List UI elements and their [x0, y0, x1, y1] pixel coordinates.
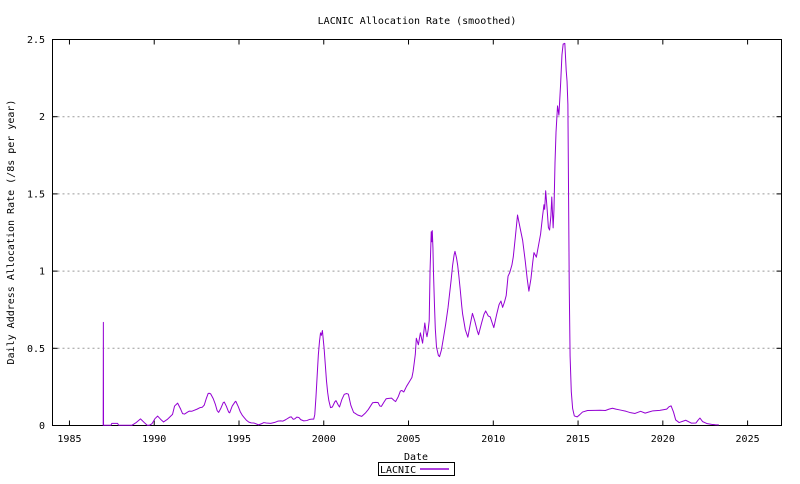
legend-box	[378, 462, 455, 476]
plot-border	[52, 39, 782, 426]
y-tick-label-2: 2	[39, 112, 45, 123]
x-tick-label-2000: 2000	[312, 434, 336, 445]
chart-title: LACNIC Allocation Rate (smoothed)	[318, 16, 517, 27]
x-tick-label-2010: 2010	[481, 434, 505, 445]
x-tick-label-1985: 1985	[57, 434, 81, 445]
axis-ticks	[52, 39, 782, 426]
x-axis-label: Date	[404, 452, 428, 463]
x-tick-label-2025: 2025	[736, 434, 760, 445]
x-tick-label-1995: 1995	[227, 434, 251, 445]
y-tick-label-0.5: 0.5	[27, 344, 45, 355]
legend: LACNIC	[378, 462, 455, 476]
y-tick-label-1.5: 1.5	[27, 189, 45, 200]
x-tick-label-1990: 1990	[142, 434, 166, 445]
lacnic-series-line	[102, 42, 719, 426]
y-tick-label-2.5: 2.5	[27, 35, 45, 46]
x-tick-label-2020: 2020	[651, 434, 675, 445]
y-tick-label-1: 1	[39, 267, 45, 278]
y-tick-labels: 0 0.5 1 1.5 2 2.5	[27, 35, 45, 432]
grid-lines	[52, 116, 782, 349]
y-axis-label: Daily Address Allocation Rate (/8s per y…	[6, 100, 17, 365]
y-tick-label-0: 0	[39, 421, 45, 432]
x-tick-label-2005: 2005	[396, 434, 420, 445]
legend-entry-label: LACNIC	[380, 465, 416, 476]
x-tick-label-2015: 2015	[566, 434, 590, 445]
x-tick-labels: 1985 1990 1995 2000 2005 2010 2015 2020 2025	[57, 434, 759, 445]
